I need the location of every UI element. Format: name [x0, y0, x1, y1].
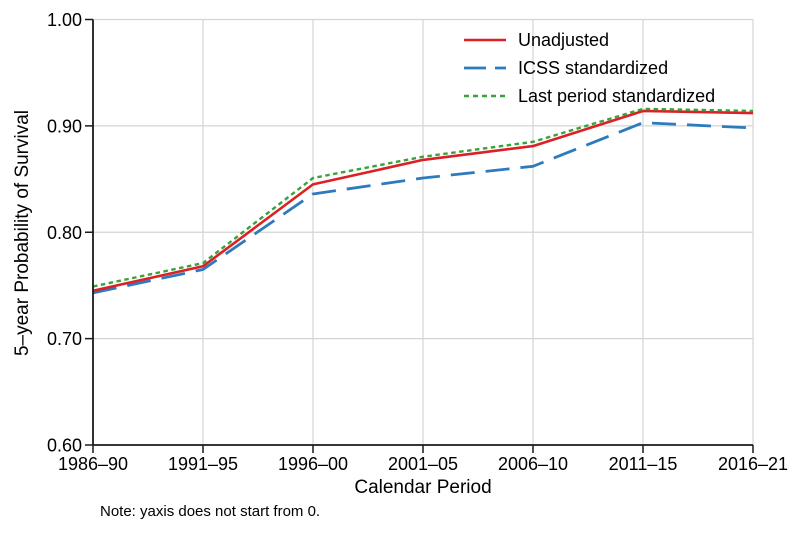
y-tick-label-0.90: 0.90	[47, 116, 82, 136]
x-tick-label-1986–90: 1986–90	[58, 454, 128, 474]
series-line-icss-standardized	[92, 121, 754, 295]
legend-line-sample	[464, 66, 506, 70]
x-axis-title: Calendar Period	[354, 477, 492, 498]
legend-item-icss-standardized: ICSS standardized	[464, 54, 715, 82]
series-line-unadjusted	[92, 109, 754, 293]
legend-item-unadjusted: Unadjusted	[464, 26, 715, 54]
legend-item-last-period-standardized: Last period standardized	[464, 82, 715, 110]
y-tick-label-0.70: 0.70	[47, 329, 82, 349]
x-tick-label-2006–10: 2006–10	[498, 454, 568, 474]
legend-line-sample	[464, 94, 506, 98]
series-line-last-period-standardized	[92, 107, 754, 288]
legend-line-sample	[464, 38, 506, 42]
legend: Unadjusted ICSS standardized Last period s…	[464, 26, 715, 110]
y-tick-label-0.80: 0.80	[47, 223, 82, 243]
x-tick-label-2011–15: 2011–15	[609, 454, 678, 474]
legend-label: Last period standardized	[518, 86, 716, 106]
y-axis-title: 5–year Probability of Survival	[12, 109, 33, 357]
legend-label: ICSS standardized	[518, 58, 669, 78]
x-tick-label-1991–95: 1991–95	[168, 454, 238, 474]
legend-label: Unadjusted	[518, 30, 610, 50]
x-tick-label-2016–21: 2016–21	[718, 454, 788, 474]
note-text: Note: yaxis does not start from 0.	[100, 503, 321, 520]
x-tick-label-1996–00: 1996–00	[278, 454, 348, 474]
y-tick-label-0.60: 0.60	[47, 436, 82, 456]
y-tick-label-1.00: 1.00	[47, 10, 82, 30]
x-tick-label-2001–05: 2001–05	[388, 454, 458, 474]
